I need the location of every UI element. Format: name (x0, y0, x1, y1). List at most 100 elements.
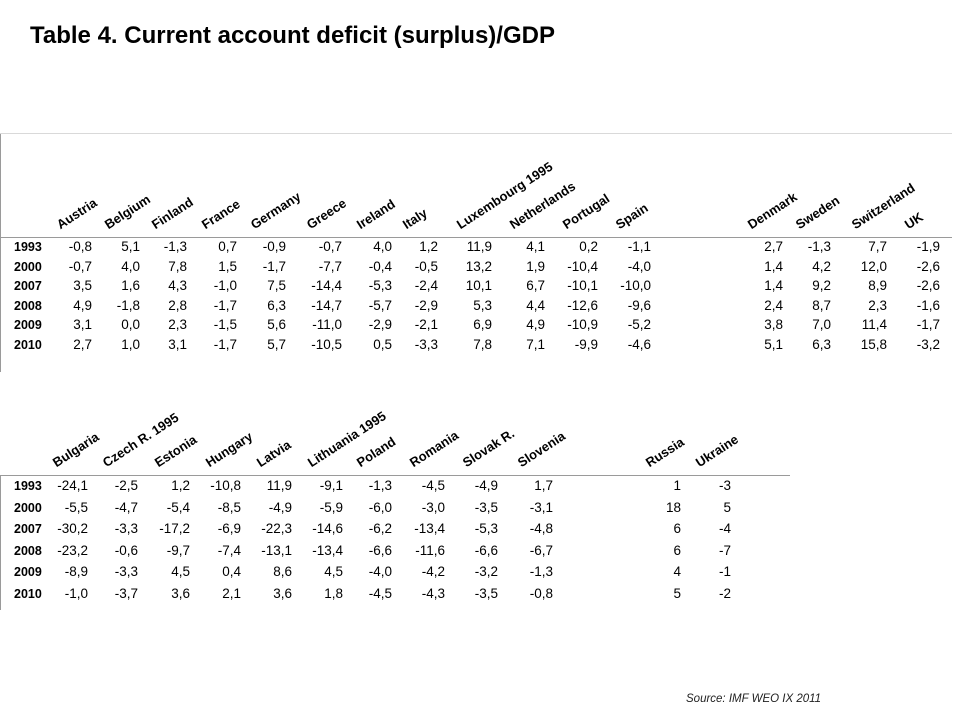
table-cell: 13,2 (465, 258, 492, 274)
table-cell: 3,1 (168, 336, 187, 352)
table-cell: 2,7 (73, 336, 92, 352)
table-cell: -7,4 (217, 542, 241, 558)
table-cell: -13,4 (414, 521, 445, 536)
table-cell: -10,8 (210, 478, 241, 493)
table-cell: -3,3 (114, 564, 138, 579)
table-cell: 8,9 (868, 278, 887, 293)
column-header-belgium: Belgium (101, 191, 154, 232)
table-cell: 6 (673, 521, 681, 536)
table-cell: -10,1 (567, 278, 598, 293)
table-cell: 4,2 (812, 258, 831, 274)
column-header-italy: Italy (399, 205, 430, 232)
table-cell: 4,0 (373, 239, 392, 254)
table-cell: -4,5 (421, 478, 445, 493)
table-cell: 11,4 (861, 317, 887, 332)
header-rule (0, 237, 952, 238)
table-cell: -3,2 (916, 336, 940, 352)
table-cell: 4,3 (168, 278, 187, 293)
table-cell: 1,5 (218, 258, 237, 274)
column-header-denmark: Denmark (744, 189, 800, 232)
table-cell: -14,6 (312, 521, 343, 536)
table-cell: -12,6 (567, 297, 598, 313)
table-cell: -2,9 (414, 297, 438, 313)
column-header-luxembourg-1995: Luxembourg 1995 (453, 158, 556, 232)
table-cell: 1,6 (121, 278, 140, 293)
source-note: Source: IMF WEO IX 2011 (686, 693, 822, 705)
table-cell: -3,5 (474, 585, 498, 601)
table-cell: -14,7 (311, 297, 342, 313)
table-cell: -9,6 (627, 297, 651, 313)
table-cell: -4,7 (114, 499, 138, 515)
table-cell: -9,1 (319, 478, 343, 493)
table-cell: 8,6 (273, 564, 292, 579)
table-cell: -5,9 (319, 499, 343, 515)
table-cell: 9,2 (812, 278, 831, 293)
row-year-label: 2010 (14, 586, 42, 601)
table-cell: -8,5 (217, 499, 241, 515)
table-cell: -2,6 (916, 258, 940, 274)
table-cell: 7,8 (473, 336, 492, 352)
table-cell: 0,2 (579, 239, 598, 254)
table-cell: -1,6 (916, 297, 940, 313)
table-cell: 2,4 (764, 297, 783, 313)
row-year-label: 2007 (14, 522, 42, 536)
table-cell: 4,9 (526, 317, 545, 332)
table-cell: -7,7 (318, 258, 342, 274)
row-year-label: 2008 (14, 298, 42, 313)
table-cell: 0,5 (373, 336, 392, 352)
table-cell: -6,9 (217, 521, 241, 536)
row-year-label: 2000 (14, 500, 42, 515)
table-cell: 5,3 (473, 297, 492, 313)
table-cell: -1,7 (262, 258, 286, 274)
table-cell: 3,8 (764, 317, 783, 332)
table-cell: -1,0 (64, 585, 88, 601)
left-border (0, 475, 1, 610)
table-cell: -4 (718, 521, 731, 536)
table-cell: 0,7 (218, 239, 237, 254)
row-year-label: 1993 (14, 240, 42, 254)
table-cell: -3,0 (421, 499, 445, 515)
table-cell: -1,8 (116, 297, 140, 313)
table-cell: 1,9 (526, 258, 545, 274)
table-cell: 4,5 (171, 564, 190, 579)
table-cell: -10,0 (620, 278, 651, 293)
table-cell: -7 (718, 542, 731, 558)
table-cell: -22,3 (261, 521, 292, 536)
table-cell: -1,3 (529, 564, 553, 579)
table-cell: -4,6 (627, 336, 651, 352)
table-cell: -1,7 (213, 336, 237, 352)
table-cell: 12,0 (860, 258, 887, 274)
table-cell: -6,6 (368, 542, 392, 558)
table-cell: 2,1 (222, 585, 241, 601)
table-cell: -6,2 (368, 521, 392, 536)
table-cell: 4,1 (526, 239, 545, 254)
table-cell: -4,5 (368, 585, 392, 601)
row-year-label: 2008 (14, 543, 42, 558)
table-cell: 4,9 (73, 297, 92, 313)
table-cell: -24,1 (57, 478, 88, 493)
table-cell: 4,4 (526, 297, 545, 313)
table-cell: -6,0 (368, 499, 392, 515)
table-cell: 15,8 (860, 336, 887, 352)
table-cell: -17,2 (159, 521, 190, 536)
column-header-finland: Finland (148, 194, 196, 232)
table-cell: 11,9 (466, 239, 492, 254)
column-header-poland: Poland (353, 433, 399, 470)
table-cell: -1,7 (916, 317, 940, 332)
column-header-france: France (198, 196, 243, 232)
table-cell: 1,2 (171, 478, 190, 493)
table-cell: -4,2 (421, 564, 445, 579)
table-cell: -13,4 (312, 542, 343, 558)
column-header-estonia: Estonia (151, 431, 200, 470)
table-cell: 3,5 (73, 278, 92, 293)
table-cell: -0,8 (529, 585, 553, 601)
table-cell: 3,6 (171, 585, 190, 601)
column-header-austria: Austria (53, 195, 100, 232)
table-cell: 1,4 (764, 258, 783, 274)
table-cell: -1 (718, 564, 731, 579)
table-cell: -3,7 (114, 585, 138, 601)
table-cell: -10,4 (567, 258, 598, 274)
column-header-sweden: Sweden (792, 192, 843, 232)
table-cell: 7,8 (168, 258, 187, 274)
table-cell: -0,5 (414, 258, 438, 274)
